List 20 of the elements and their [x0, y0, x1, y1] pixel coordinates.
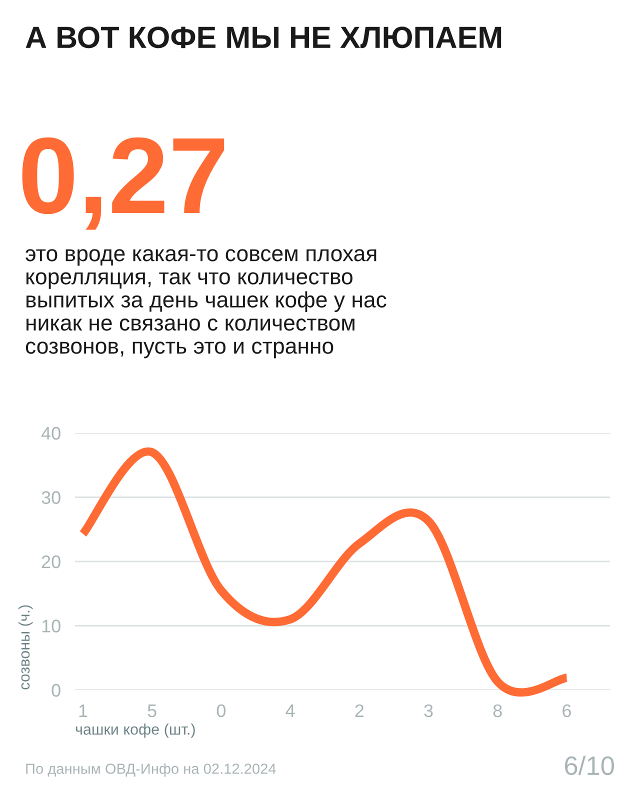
x-tick-label: 1 [79, 704, 88, 717]
y-tick-label: 30 [42, 491, 60, 504]
x-tick-label: 8 [493, 704, 502, 718]
y-tick-label: 0 [52, 684, 60, 697]
chart-title: А ВОТ КОФЕ МЫ НЕ ХЛЮПАЕМ [26, 26, 502, 48]
y-tick-label: 40 [41, 426, 60, 440]
text: 6/10 [564, 756, 614, 776]
x-tick-label: 2 [355, 704, 364, 717]
y-axis-title: созвоны (ч.) [18, 605, 33, 690]
text: По данным ОВД-Инфо на 02.12.2024 [26, 763, 276, 777]
x-axis-title: чашки кофе (шт.) [76, 724, 195, 738]
x-tick-label: 4 [286, 704, 295, 717]
x-tick-label: 6 [562, 704, 571, 718]
chart-subtitle: 0,27 [22, 137, 224, 230]
x-tick-label: 5 [148, 704, 156, 718]
y-tick-label: 20 [42, 555, 60, 568]
x-tick-label: 3 [424, 704, 433, 718]
x-tick-label: 0 [216, 704, 226, 718]
text: это вроде какая-то совсем плохая корелляция, так что количество выпитых за день чашек кофе у нас никак не связано с количеством созвонов, пусть это и странно [26, 249, 386, 358]
y-tick-label: 10 [42, 620, 60, 632]
